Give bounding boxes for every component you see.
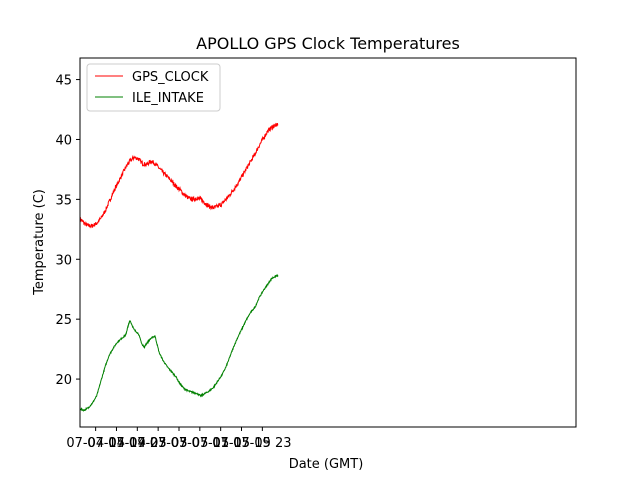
y-tick-label: 40 — [55, 133, 72, 148]
y-tick-label: 45 — [55, 74, 72, 89]
legend: GPS_CLOCK ILE_INTAKE — [86, 63, 221, 112]
legend-label-gps-clock: GPS_CLOCK — [132, 70, 209, 85]
y-tick-label: 20 — [55, 373, 72, 388]
series-line-ile-intake — [79, 273, 279, 413]
x-tick-label: 07-05 15 — [191, 436, 249, 451]
x-tick-label: 07-05 23 — [233, 436, 291, 451]
y-axis-ticks: 20 25 30 35 40 45 — [55, 74, 80, 388]
plot-area — [79, 57, 577, 428]
x-axis-label: Date (GMT) — [289, 457, 364, 472]
legend-label-ile-intake: ILE_INTAKE — [132, 91, 204, 106]
x-tick-label: 07-04 19 — [87, 436, 145, 451]
x-tick-label: 07-04 23 — [108, 436, 166, 451]
axes-frame — [79, 57, 577, 428]
y-axis-label: Temperature (C) — [32, 189, 47, 296]
series-layer — [79, 122, 279, 413]
series-line-gps-clock — [79, 122, 279, 229]
chart-title: APOLLO GPS Clock Temperatures — [196, 34, 460, 53]
x-tick-label: 07-04 15 — [66, 436, 124, 451]
x-tick-label: 07-05 19 — [212, 436, 270, 451]
y-tick-label: 30 — [55, 253, 72, 268]
x-tick-label: 07-05 03 — [129, 436, 187, 451]
x-tick-label: 07-05 07 — [150, 436, 208, 451]
y-tick-label: 35 — [55, 193, 72, 208]
y-tick-label: 25 — [55, 313, 72, 328]
x-tick-label: 07-05 11 — [171, 436, 229, 451]
